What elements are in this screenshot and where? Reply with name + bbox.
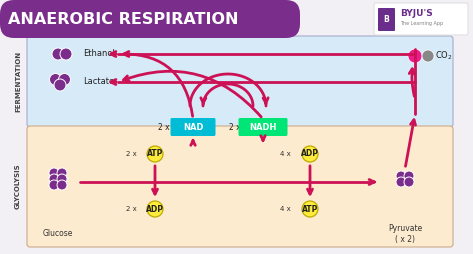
- Text: ATP: ATP: [302, 204, 318, 214]
- Circle shape: [147, 146, 163, 162]
- Text: ATP: ATP: [147, 150, 163, 158]
- Text: B: B: [384, 15, 389, 24]
- Circle shape: [396, 177, 406, 187]
- Circle shape: [60, 48, 72, 60]
- Text: 2 x: 2 x: [126, 206, 137, 212]
- Text: CO$_2$: CO$_2$: [435, 50, 453, 62]
- Text: ADP: ADP: [146, 204, 164, 214]
- Circle shape: [59, 73, 70, 86]
- Text: ADP: ADP: [301, 150, 319, 158]
- Text: 4 x: 4 x: [280, 206, 291, 212]
- Text: Ethanol: Ethanol: [83, 50, 115, 58]
- Circle shape: [302, 146, 318, 162]
- Text: GLYCOLYSIS: GLYCOLYSIS: [15, 164, 21, 209]
- FancyBboxPatch shape: [27, 126, 453, 247]
- Circle shape: [54, 79, 66, 91]
- Circle shape: [422, 50, 434, 62]
- Text: Pyruvate
( x 2): Pyruvate ( x 2): [388, 224, 422, 244]
- Circle shape: [52, 48, 64, 60]
- Text: ANAEROBIC RESPIRATION: ANAEROBIC RESPIRATION: [8, 11, 238, 26]
- Text: 2 x: 2 x: [229, 122, 241, 132]
- Circle shape: [57, 168, 67, 178]
- Circle shape: [404, 171, 414, 181]
- FancyBboxPatch shape: [170, 118, 216, 136]
- Circle shape: [57, 180, 67, 190]
- Text: 4 x: 4 x: [280, 151, 291, 157]
- Circle shape: [57, 174, 67, 184]
- Circle shape: [404, 177, 414, 187]
- Text: NADH: NADH: [249, 122, 277, 132]
- Circle shape: [408, 49, 422, 63]
- FancyBboxPatch shape: [0, 0, 300, 38]
- Circle shape: [49, 174, 59, 184]
- Circle shape: [49, 168, 59, 178]
- Text: NAD: NAD: [183, 122, 203, 132]
- Text: Glucose: Glucose: [43, 230, 73, 239]
- Circle shape: [302, 201, 318, 217]
- Text: The Learning App: The Learning App: [400, 22, 443, 26]
- Text: Lactate: Lactate: [83, 77, 114, 87]
- Circle shape: [49, 180, 59, 190]
- Text: 2 x: 2 x: [126, 151, 137, 157]
- Text: 2 x: 2 x: [158, 122, 170, 132]
- FancyBboxPatch shape: [378, 8, 395, 31]
- Circle shape: [147, 201, 163, 217]
- FancyBboxPatch shape: [374, 3, 468, 35]
- FancyBboxPatch shape: [27, 36, 453, 127]
- Text: FERMENTATION: FERMENTATION: [15, 51, 21, 112]
- Circle shape: [396, 171, 406, 181]
- FancyBboxPatch shape: [238, 118, 288, 136]
- Circle shape: [50, 73, 61, 86]
- Text: BYJU'S: BYJU'S: [400, 8, 433, 18]
